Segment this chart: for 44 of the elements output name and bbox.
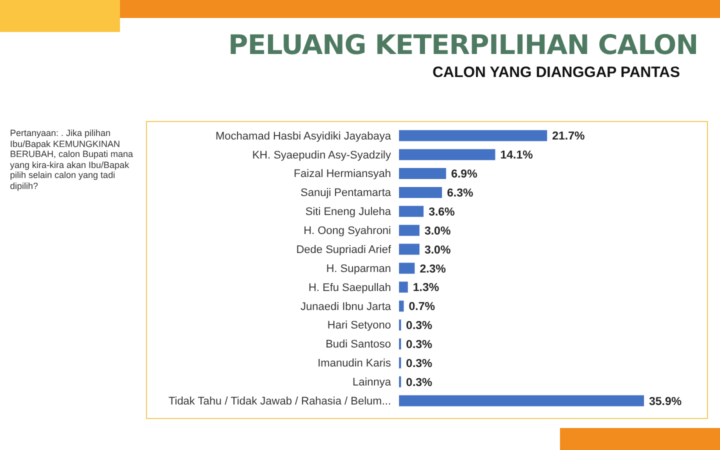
y-tick-label: Tidak Tahu / Tidak Jawab / Rahasia / Belum... <box>168 395 391 408</box>
y-tick-label: Hari Setyono <box>327 320 391 332</box>
bar <box>399 206 424 217</box>
bar <box>399 262 415 274</box>
y-tick-label: Junaedi Ibnu Jarta <box>300 300 392 313</box>
y-tick-label: Budi Santoso <box>326 338 391 351</box>
data-label: 2.3% <box>420 263 446 276</box>
bar <box>399 130 548 142</box>
y-tick-label: Siti Eneng Juleha <box>305 206 392 218</box>
data-label: 0.3% <box>406 320 432 332</box>
y-tick-label: H. Efu Saepullah <box>308 282 391 294</box>
data-label: 3.6% <box>428 206 455 218</box>
bar <box>399 244 420 255</box>
bar <box>399 395 644 406</box>
y-tick-label: Dede Supriadi Arief <box>296 244 392 256</box>
y-tick-label: H. Suparman <box>326 262 391 275</box>
y-tick-label: Mochamad Hasbi Asyidiki Jayabaya <box>216 130 392 142</box>
y-tick-label: Faizal Hermiansyah <box>294 168 391 180</box>
chart-subtitle: CALON YANG DIANGGAP PANTAS <box>432 64 680 81</box>
bar <box>399 282 408 293</box>
y-tick-label: Imanudin Karis <box>318 358 392 370</box>
data-label: 35.9% <box>649 396 682 408</box>
data-label: 21.7% <box>552 130 585 143</box>
bar <box>399 186 442 198</box>
y-tick-label: Lainnya <box>352 376 392 389</box>
y-tick-label: Sanuji Pentamarta <box>300 187 392 200</box>
data-label: 0.7% <box>408 301 435 314</box>
text: Pertanyaan: . Jika pilihan Ibu/Bapak KEMUNGKINAN BERUBAH, calon Bupati mana yang kira-kira akan Ibu/Bapak pilih selain calon yang tadi dipilih? <box>10 128 134 191</box>
data-label: 0.3% <box>406 339 432 352</box>
bar <box>399 224 420 236</box>
data-label: 14.1% <box>500 150 533 162</box>
chart-title: PELUANG KETERPILIHAN CALON <box>228 30 698 61</box>
data-label: 3.0% <box>424 244 451 256</box>
bar <box>399 300 404 312</box>
y-tick-label: H. Oong Syahroni <box>304 225 391 238</box>
data-label: 6.9% <box>451 168 478 181</box>
data-label: 1.3% <box>412 282 440 294</box>
data-label: 0.3% <box>406 358 432 370</box>
data-label: 3.0% <box>424 225 451 238</box>
bar <box>399 168 446 180</box>
y-tick-label: KH. Syaepudin Asy-Syadzily <box>252 149 392 162</box>
bar <box>399 149 496 160</box>
data-label: 0.3% <box>406 376 432 389</box>
data-label: 6.3% <box>446 188 474 200</box>
